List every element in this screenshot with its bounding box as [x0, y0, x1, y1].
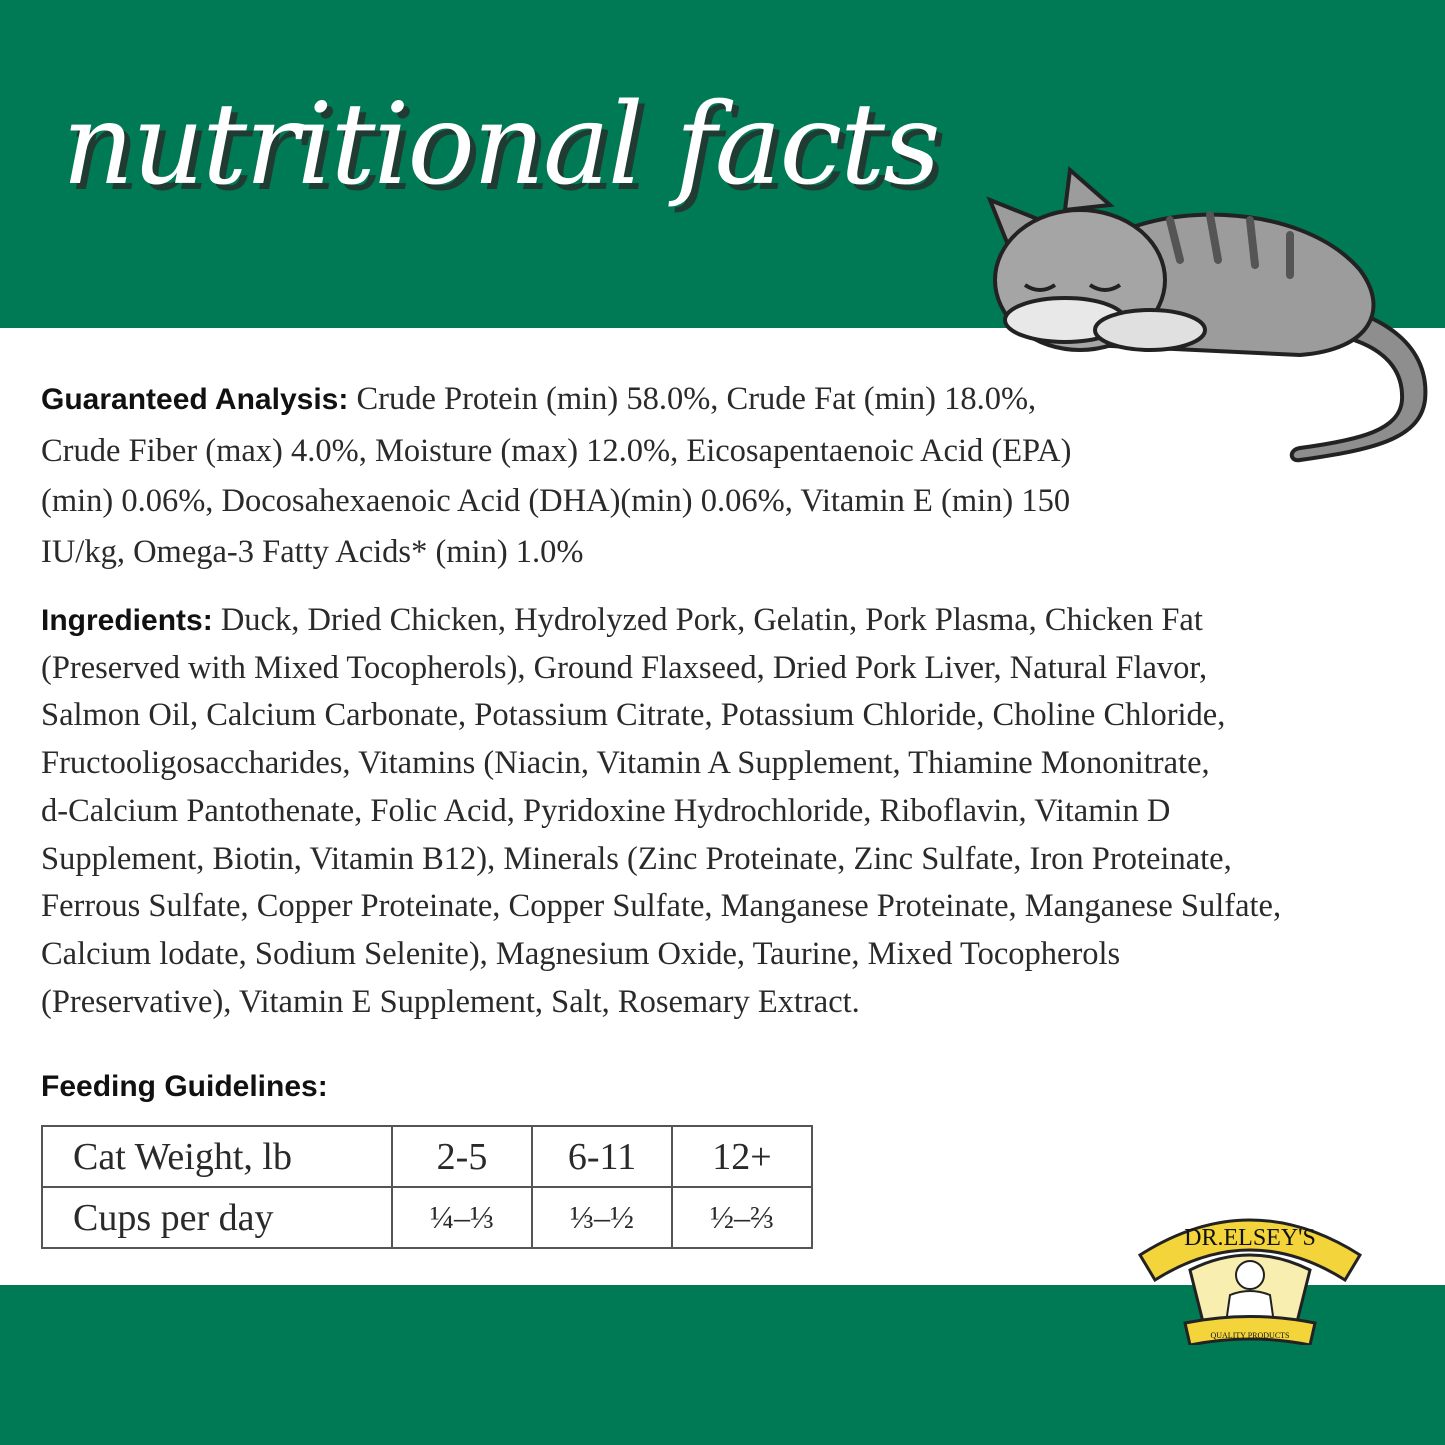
feeding-guidelines-label: Feeding Guidelines:: [41, 1070, 328, 1103]
text-line: Fructooligosaccharides, Vitamins (Niacin…: [41, 745, 1210, 782]
text-line: Supplement, Biotin, Vitamin B12), Minera…: [41, 840, 1232, 877]
table-cell: ⅓–½: [531, 1186, 673, 1249]
row-header: Cat Weight, lb: [41, 1125, 393, 1188]
text-line: Crude Fiber (max) 4.0%, Moisture (max) 1…: [41, 432, 1072, 469]
table-cell: ¼–⅓: [391, 1186, 533, 1249]
guaranteed-analysis-label: Guaranteed Analysis:: [41, 383, 349, 416]
text-line: (min) 0.06%, Docosahexaenoic Acid (DHA)(…: [41, 483, 1071, 519]
row-header: Cups per day: [41, 1186, 393, 1249]
table-row: Cat Weight, lb 2-5 6-11 12+: [41, 1125, 813, 1188]
ingredients: Ingredients: Duck, Dried Chicken, Hydrol…: [41, 597, 1281, 1026]
table-cell: 6-11: [531, 1125, 673, 1188]
ingredients-label: Ingredients:: [41, 604, 213, 637]
table-row: Cups per day ¼–⅓ ⅓–½ ½–⅔: [41, 1186, 813, 1249]
svg-text:QUALITY PRODUCTS: QUALITY PRODUCTS: [1210, 1331, 1289, 1340]
text-line: Crude Protein (min) 58.0%, Crude Fat (mi…: [356, 381, 1037, 417]
text-line: (Preserved with Mixed Tocopherols), Grou…: [41, 649, 1208, 686]
text-line: Ferrous Sulfate, Copper Proteinate, Copp…: [41, 888, 1282, 925]
table-cell: 12+: [671, 1125, 813, 1188]
guaranteed-analysis: Guaranteed Analysis: Crude Protein (min)…: [41, 374, 1071, 577]
text-line: Duck, Dried Chicken, Hydrolyzed Pork, Ge…: [220, 602, 1203, 638]
text-line: (Preservative), Vitamin E Supplement, Sa…: [41, 983, 860, 1020]
text-line: Calcium lodate, Sodium Selenite), Magnes…: [41, 935, 1121, 972]
dr-elseys-logo: DR.ELSEY'S QUALITY PRODUCTS: [1137, 1218, 1363, 1345]
svg-text:DR.ELSEY'S: DR.ELSEY'S: [1184, 1225, 1316, 1251]
text-line: Salmon Oil, Calcium Carbonate, Potassium…: [41, 697, 1226, 734]
text-line: d-Calcium Pantothenate, Folic Acid, Pyri…: [41, 792, 1171, 829]
feeding-table: Cat Weight, lb 2-5 6-11 12+ Cups per day…: [41, 1125, 813, 1249]
page-title: nutritional facts: [62, 80, 941, 210]
text-line: IU/kg, Omega-3 Fatty Acids* (min) 1.0%: [41, 533, 584, 570]
table-cell: ½–⅔: [671, 1186, 813, 1249]
table-cell: 2-5: [391, 1125, 533, 1188]
sleeping-cat-illustration: [986, 166, 1428, 463]
